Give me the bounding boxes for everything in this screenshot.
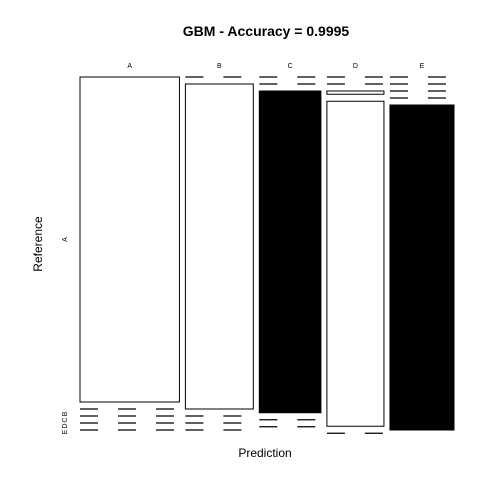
y-tick-label: B [62,411,69,416]
x-tick-label: D [353,63,358,70]
mosaic-cell [326,100,385,427]
mosaic-cell [258,90,322,414]
y-tick-label: A [62,237,69,242]
x-tick-label: C [288,63,293,70]
x-axis-label: Prediction [238,446,291,460]
mosaic-cell [79,76,180,403]
mosaic-cell [184,83,254,410]
chart-title: GBM - Accuracy = 0.9995 [183,23,350,39]
y-tick-label: D [62,423,69,428]
mosaic-cell [326,90,385,95]
y-axis-label: Reference [31,216,45,272]
x-tick-label: A [127,63,132,70]
y-tick-label: E [62,429,69,434]
y-tick-label: C [62,417,69,422]
x-tick-label: B [217,63,222,70]
mosaic-cell [389,104,455,431]
x-tick-label: E [420,63,425,70]
